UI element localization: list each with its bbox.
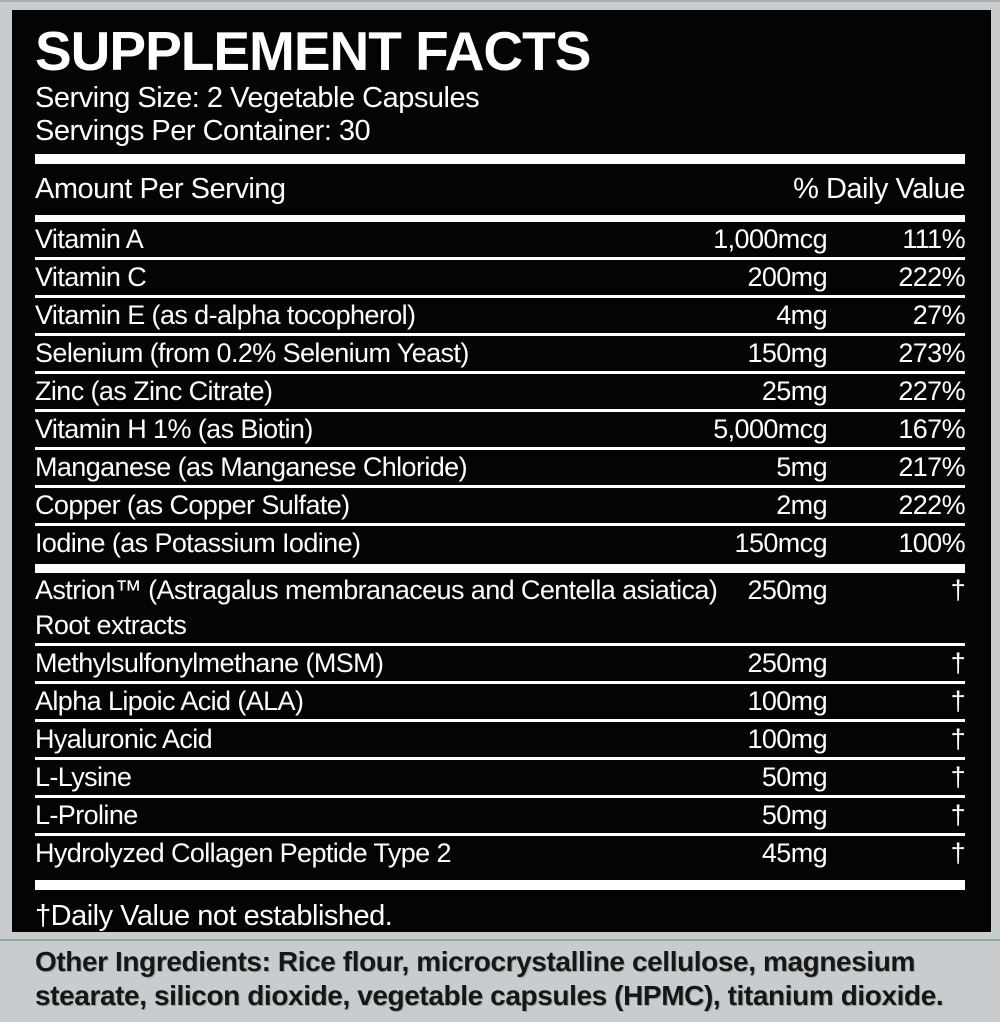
nutrient-name: Vitamin C: [35, 262, 147, 292]
nutrient-amount: 100mg: [747, 724, 827, 754]
nutrient-daily-value: †: [950, 800, 966, 830]
other-ingredients-section: Other Ingredients: Rice flour, microcrys…: [0, 932, 1000, 1022]
nutrient-row: L-Lysine 50mg †: [35, 760, 966, 798]
nutrient-amount: 2mg: [776, 490, 827, 520]
nutrient-row: Vitamin H 1% (as Biotin) 5,000mcg 167%: [35, 412, 966, 450]
nutrient-daily-value: †: [950, 575, 966, 605]
nutrient-name: Methylsulfonylmethane (MSM): [35, 648, 384, 678]
nutrient-name: Vitamin A: [35, 224, 144, 254]
nutrient-amount: 4mg: [776, 300, 827, 330]
nutrient-row: Alpha Lipoic Acid (ALA) 100mg †: [35, 684, 966, 722]
nutrient-daily-value: †: [950, 648, 966, 678]
nutrient-rows-blend: Astrion™ (Astragalus membranaceus and Ce…: [35, 573, 966, 874]
nutrient-name: Astrion™ (Astragalus membranaceus and Ce…: [35, 575, 718, 640]
nutrient-name: L-Lysine: [35, 762, 132, 792]
nutrient-row: Vitamin E (as d-alpha tocopherol) 4mg 27…: [35, 298, 966, 336]
daily-value-footnote: †Daily Value not established.: [35, 900, 393, 932]
nutrient-daily-value: †: [950, 762, 966, 792]
serving-size-text: Serving Size: 2 Vegetable Capsules: [35, 82, 480, 114]
nutrient-row: Hyaluronic Acid 100mg †: [35, 722, 966, 760]
nutrient-daily-value: 227%: [898, 376, 965, 406]
nutrient-name: Hyaluronic Acid: [35, 724, 213, 754]
nutrient-amount: 25mg: [761, 376, 828, 406]
nutrient-name: Iodine (as Potassium Iodine): [35, 528, 361, 558]
nutrient-name: Vitamin H 1% (as Biotin): [35, 414, 313, 444]
divider-under-header: [35, 215, 965, 222]
nutrient-name: Zinc (as Zinc Citrate): [35, 376, 273, 406]
nutrient-daily-value: 100%: [898, 528, 965, 558]
nutrient-row: Vitamin A 1,000mcg 111%: [35, 222, 966, 260]
servings-per-container-text: Servings Per Container: 30: [35, 115, 371, 147]
daily-value-header: % Daily Value: [793, 173, 965, 205]
nutrient-amount: 150mcg: [734, 528, 828, 558]
nutrient-name: Hydrolyzed Collagen Peptide Type 2: [35, 838, 451, 868]
nutrient-daily-value: 27%: [912, 300, 966, 330]
nutrient-daily-value: 167%: [898, 414, 965, 444]
nutrient-name: Selenium (from 0.2% Selenium Yeast): [35, 338, 469, 368]
nutrient-row: Copper (as Copper Sulfate) 2mg 222%: [35, 488, 966, 526]
nutrient-daily-value: †: [950, 686, 966, 716]
nutrient-row: Vitamin C 200mg 222%: [35, 260, 966, 298]
nutrient-amount: 250mg: [747, 648, 827, 678]
other-ingredients-text: Other Ingredients: Rice flour, microcrys…: [35, 946, 944, 1011]
nutrient-daily-value: 222%: [898, 490, 965, 520]
nutrient-amount: 50mg: [761, 800, 828, 830]
nutrient-row: Hydrolyzed Collagen Peptide Type 2 45mg …: [35, 836, 966, 874]
nutrient-name: Manganese (as Manganese Chloride): [35, 452, 468, 482]
nutrient-daily-value: 111%: [902, 224, 965, 254]
nutrient-amount: 5mg: [776, 452, 827, 482]
nutrient-amount: 150mg: [747, 338, 827, 368]
nutrient-amount: 250mg: [747, 575, 827, 605]
table-header-row: Amount Per Serving % Daily Value: [35, 164, 965, 215]
nutrient-daily-value: †: [950, 838, 966, 868]
nutrient-name: Vitamin E (as d-alpha tocopherol): [35, 300, 416, 330]
amount-per-serving-header: Amount Per Serving: [35, 173, 286, 205]
nutrient-row: L-Proline 50mg †: [35, 798, 966, 836]
nutrient-row: Iodine (as Potassium Iodine) 150mcg 100%: [35, 526, 966, 564]
nutrient-daily-value: 217%: [898, 452, 965, 482]
nutrient-amount: 50mg: [761, 762, 828, 792]
nutrient-daily-value: 222%: [898, 262, 965, 292]
nutrient-amount: 1,000mcg: [713, 224, 827, 254]
nutrient-name: Alpha Lipoic Acid (ALA): [35, 686, 304, 716]
label-edge-line: [0, 939, 1000, 941]
nutrient-amount: 200mg: [747, 262, 827, 292]
nutrient-name: Copper (as Copper Sulfate): [35, 490, 350, 520]
nutrient-daily-value: †: [950, 724, 966, 754]
supplement-facts-panel: SUPPLEMENT FACTS Serving Size: 2 Vegetab…: [12, 10, 991, 932]
nutrient-rows-main: Vitamin A 1,000mcg 111% Vitamin C 200mg …: [35, 222, 966, 564]
divider-thick-top: [35, 154, 965, 164]
nutrient-row: Manganese (as Manganese Chloride) 5mg 21…: [35, 450, 966, 488]
divider-thick-section: [35, 564, 965, 573]
nutrient-amount: 100mg: [747, 686, 827, 716]
nutrient-row: Astrion™ (Astragalus membranaceus and Ce…: [35, 573, 966, 646]
nutrient-name: L-Proline: [35, 800, 138, 830]
nutrient-daily-value: 273%: [898, 338, 965, 368]
nutrient-row: Zinc (as Zinc Citrate) 25mg 227%: [35, 374, 966, 412]
nutrient-amount: 5,000mcg: [713, 414, 827, 444]
panel-title: SUPPLEMENT FACTS: [35, 20, 591, 82]
divider-thick-bottom: [35, 880, 965, 890]
nutrient-row: Selenium (from 0.2% Selenium Yeast) 150m…: [35, 336, 966, 374]
nutrient-row: Methylsulfonylmethane (MSM) 250mg †: [35, 646, 966, 684]
nutrient-amount: 45mg: [761, 838, 828, 868]
